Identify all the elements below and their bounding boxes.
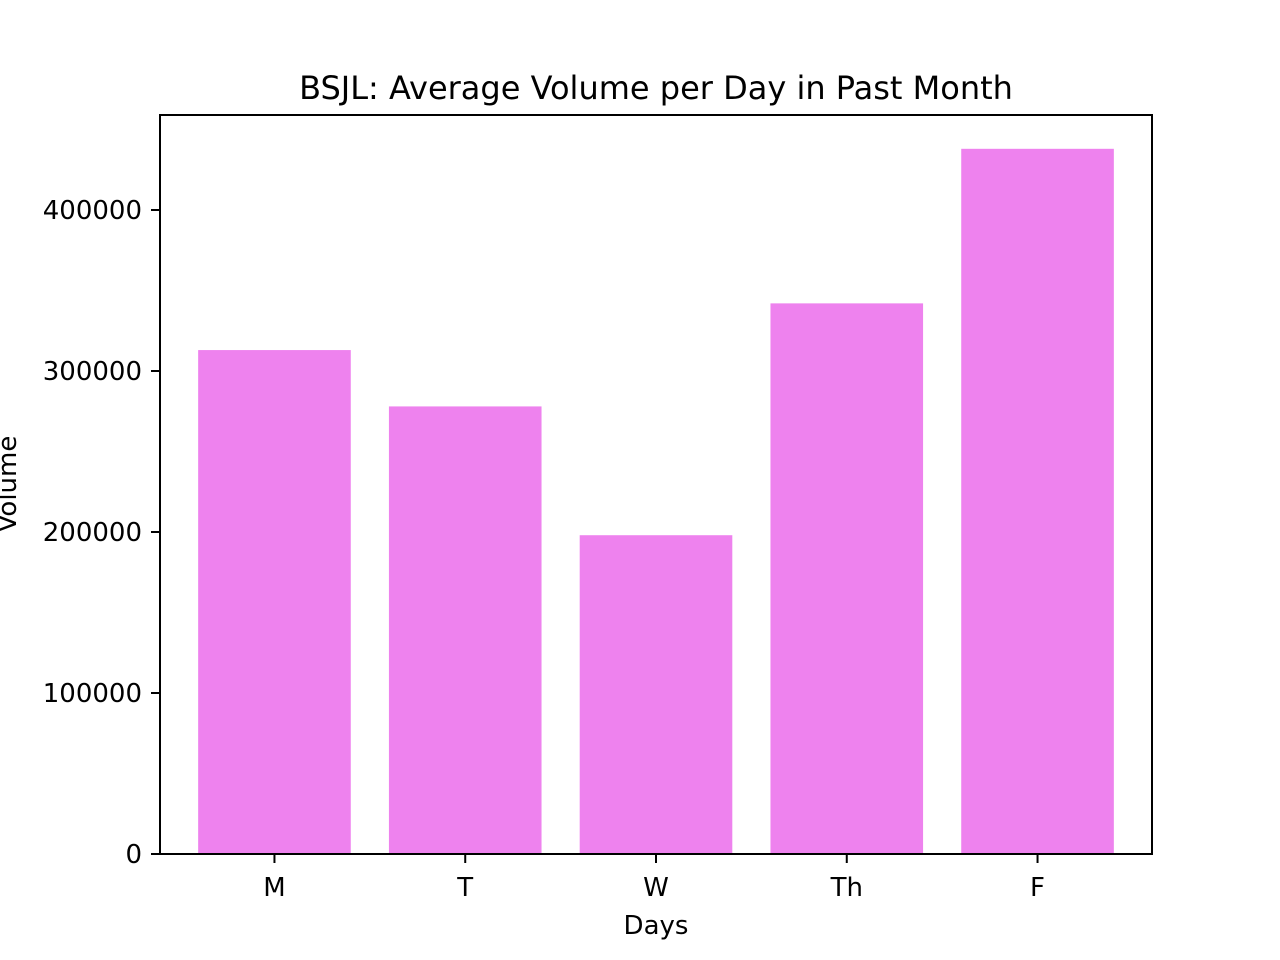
axes-frame [159,114,1153,855]
y-tick-label: 0 [125,840,142,870]
y-tick-label: 100000 [43,679,142,709]
x-axis-label: Days [624,911,689,941]
x-tick-label: M [263,873,285,903]
bar-f [961,148,1114,855]
x-axis: M T W Th F [263,854,1045,903]
y-axis-label: Volume [0,436,23,533]
bar-th [770,303,924,854]
bar-w [579,535,733,854]
y-tick-label: 400000 [43,196,142,226]
x-tick-label: T [456,873,473,903]
x-tick-label: W [643,873,669,903]
bars-group [198,148,1114,855]
chart-title: BSJL: Average Volume per Day in Past Mon… [299,69,1013,107]
bar-m [198,350,351,854]
y-tick-label: 200000 [43,518,142,548]
x-tick-label: F [1030,873,1045,903]
bar-t [388,406,542,854]
y-axis: 0 100000 200000 300000 400000 [43,196,160,870]
x-tick-label: Th [830,873,863,903]
y-tick-label: 300000 [43,357,142,387]
